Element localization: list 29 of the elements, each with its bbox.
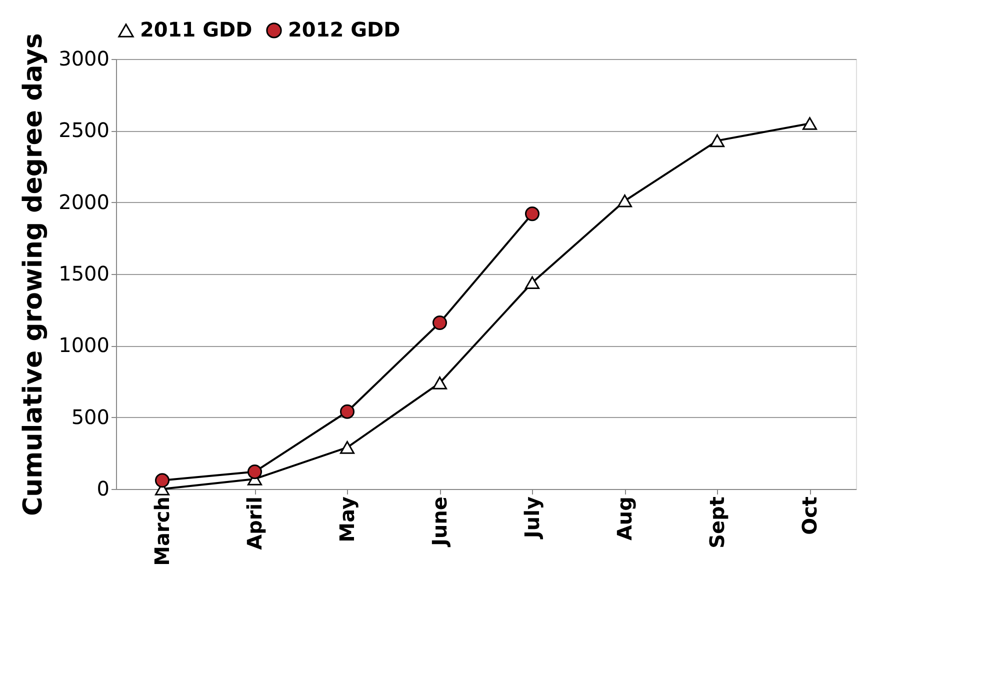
y-tick-label: 1500 bbox=[58, 262, 110, 286]
x-tick-label: Aug bbox=[612, 496, 636, 541]
point bbox=[154, 473, 170, 488]
point bbox=[340, 404, 355, 419]
x-tick-label: March bbox=[150, 496, 174, 566]
x-tick-label: July bbox=[520, 496, 544, 540]
legend-label: 2011 GDD bbox=[140, 18, 252, 42]
x-tick-label: Sept bbox=[704, 496, 729, 548]
point bbox=[710, 134, 725, 148]
point bbox=[432, 315, 448, 330]
point bbox=[432, 376, 448, 390]
y-tick-label: 2500 bbox=[58, 118, 110, 142]
point bbox=[340, 441, 355, 454]
point bbox=[617, 194, 632, 208]
y-tick-label: 3000 bbox=[58, 46, 110, 70]
point bbox=[802, 117, 818, 130]
point bbox=[524, 276, 540, 289]
y-tick-label: 2000 bbox=[58, 190, 110, 214]
y-axis-title: Cumulative growing degree days bbox=[18, 33, 49, 516]
x-tick-label: June bbox=[427, 496, 452, 548]
legend-label: 2012 GDD bbox=[288, 17, 400, 42]
y-tick-label: 0 bbox=[96, 476, 110, 500]
y-tick-label: 1000 bbox=[58, 333, 110, 358]
x-tick-label: Oct bbox=[797, 496, 822, 535]
point bbox=[524, 206, 540, 222]
y-tick-label: 500 bbox=[71, 404, 110, 429]
point bbox=[247, 464, 262, 480]
x-tick-label: May bbox=[334, 496, 359, 542]
x-tick-label: April bbox=[242, 496, 266, 550]
